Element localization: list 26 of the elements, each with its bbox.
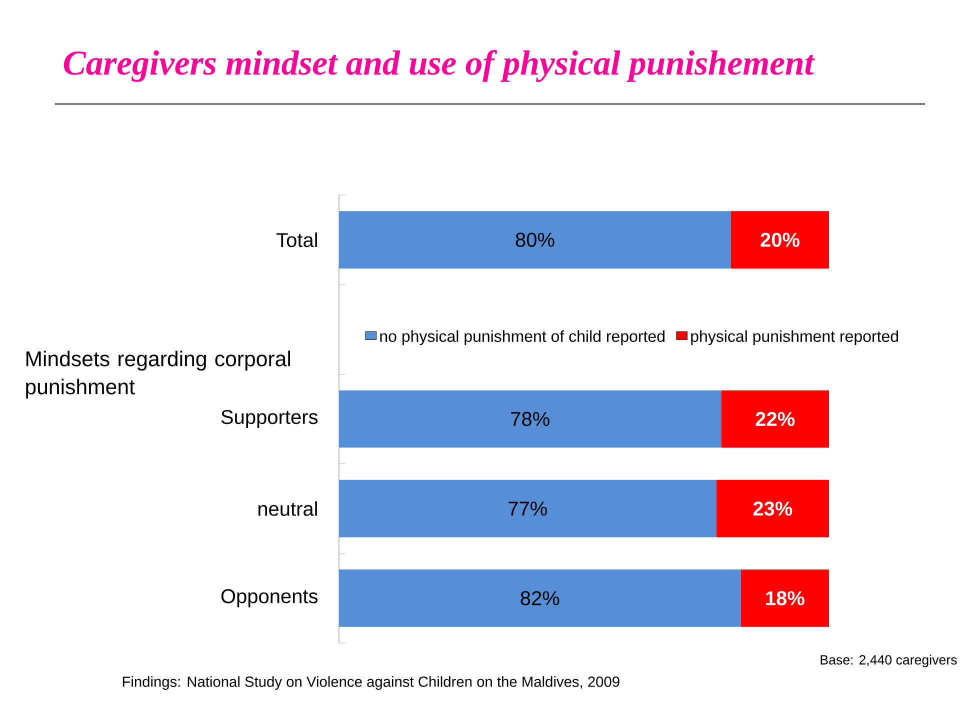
- bar: [721, 390, 830, 448]
- bar: [339, 211, 732, 268]
- legend-label: no physical punishment of child reported: [380, 330, 664, 346]
- text: Mindsets regarding corporal punishment: [26, 350, 290, 399]
- y-tick-label: Supporters: [221, 410, 318, 428]
- bar: [339, 480, 716, 538]
- bar: [339, 390, 722, 448]
- bar: [740, 570, 830, 627]
- chart-title: Caregivers mindset and use of physical punishement: [64, 50, 815, 82]
- bar: [731, 211, 830, 268]
- data-label: 20%: [760, 232, 800, 247]
- text: Base: 2,440 caregivers: [820, 654, 957, 668]
- y-tick-label: Total: [276, 232, 317, 248]
- y-tick-label: neutral: [258, 501, 317, 516]
- y-tick-label: Opponents: [221, 589, 318, 608]
- bar: [339, 570, 741, 627]
- data-label: 82%: [520, 591, 560, 606]
- data-label: 77%: [508, 502, 547, 516]
- data-label: 22%: [756, 412, 795, 426]
- data-label: 78%: [511, 412, 550, 426]
- data-label: 80%: [516, 232, 554, 247]
- legend-label: physical punishment reported: [691, 330, 898, 346]
- bar: [716, 480, 830, 538]
- text: Findings: National Study on Violence against Children on the Maldives, 2009: [122, 676, 620, 690]
- data-label: 23%: [753, 502, 792, 516]
- data-label: 18%: [766, 591, 804, 606]
